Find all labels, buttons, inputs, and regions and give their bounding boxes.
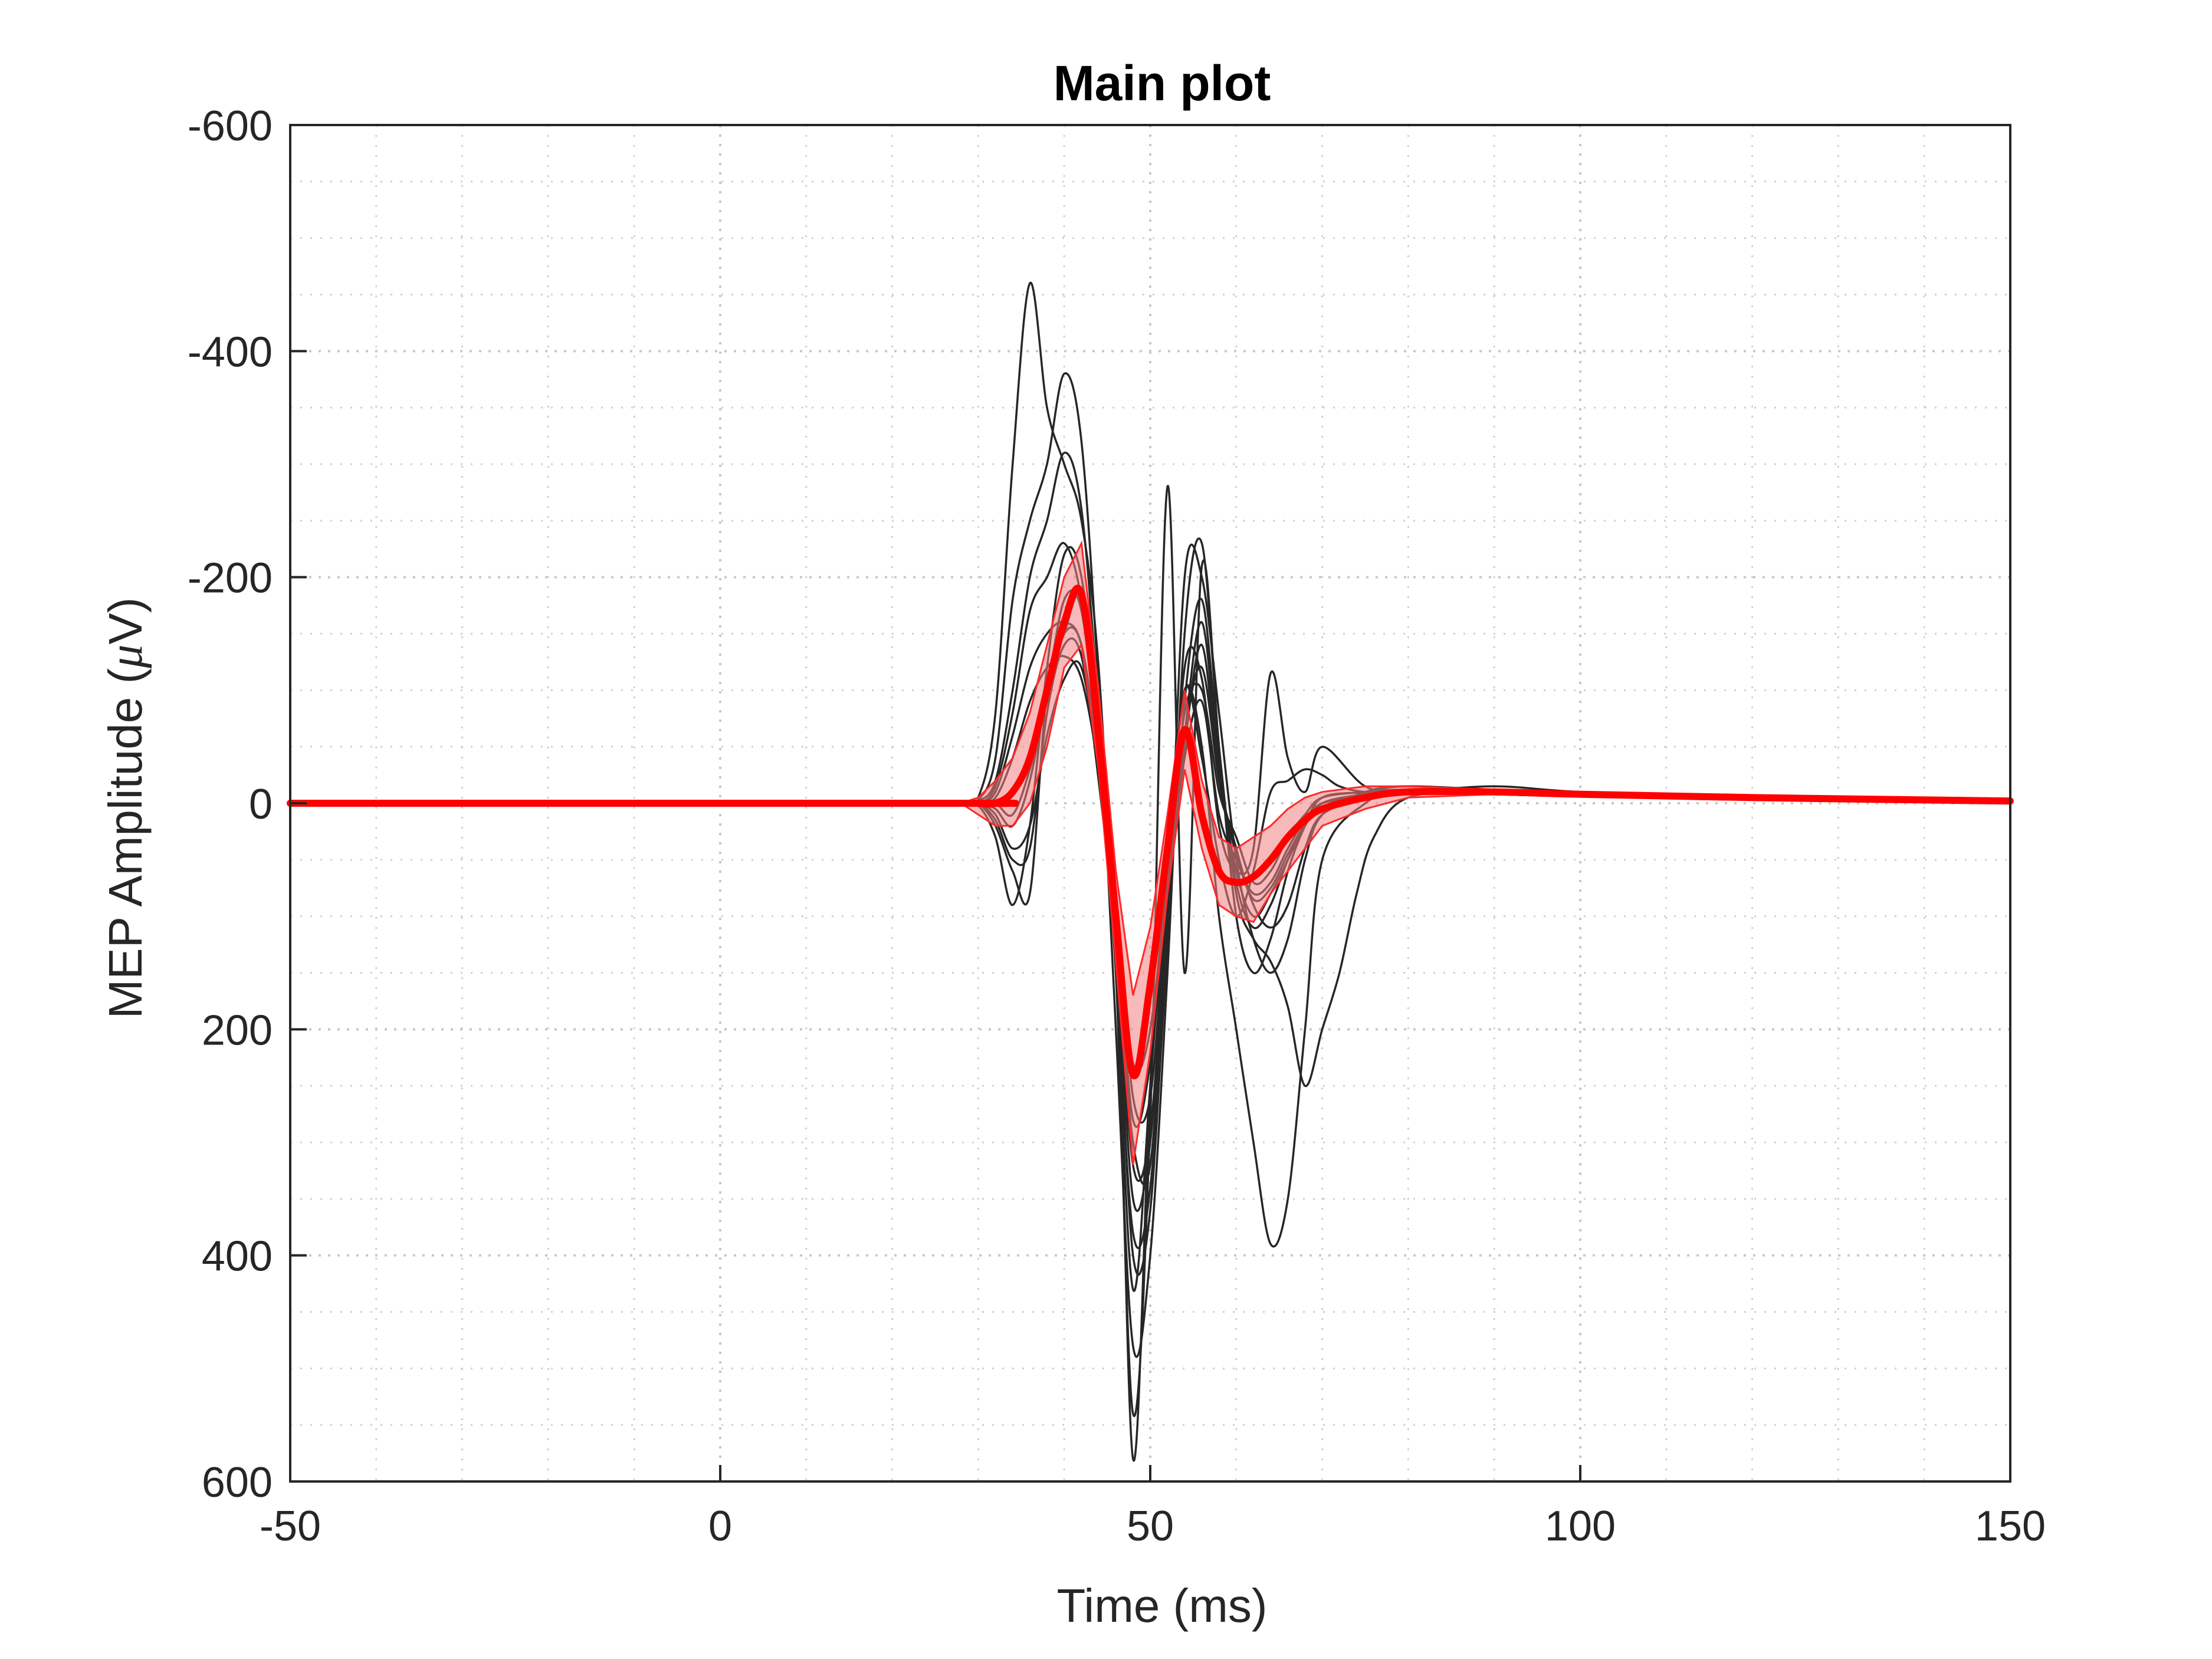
x-axis-label: Time (ms) <box>1057 1579 1268 1632</box>
y-axis-label-mu: μ <box>100 645 152 669</box>
mean-trace <box>287 584 2014 1080</box>
y-tick-label: -200 <box>188 555 273 602</box>
y-tick-label: 200 <box>202 1007 273 1054</box>
x-axis-ticks: -50 0 50 100 150 <box>260 1465 2046 1550</box>
x-tick-label: 150 <box>1975 1503 2046 1550</box>
y-tick-label: 0 <box>249 781 273 828</box>
x-tick-label: -50 <box>260 1503 321 1550</box>
y-axis-ticks: -600 -400 -200 0 200 400 600 <box>188 103 307 1506</box>
y-tick-label: -600 <box>188 103 273 150</box>
y-axis-label-suffix: V) <box>99 597 152 645</box>
y-tick-label: -400 <box>188 328 273 376</box>
chart-title: Main plot <box>1054 55 1271 111</box>
y-tick-label: 400 <box>202 1233 273 1280</box>
x-tick-label: 100 <box>1545 1503 1616 1550</box>
x-tick-label: 0 <box>708 1503 732 1550</box>
y-axis-label: MEP Amplitude (μV) <box>99 597 152 1019</box>
y-tick-label: 600 <box>202 1459 273 1506</box>
y-axis-label-prefix: MEP Amplitude ( <box>99 668 152 1019</box>
mean-trace-group <box>287 584 2014 1080</box>
x-tick-label: 50 <box>1127 1503 1174 1550</box>
